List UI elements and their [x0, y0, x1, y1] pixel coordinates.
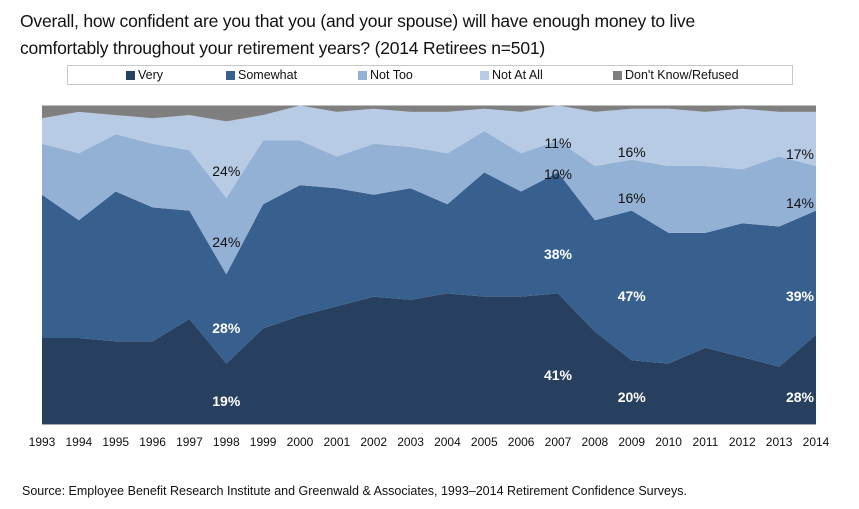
- x-tick-label: 1998: [213, 435, 240, 449]
- x-tick-label: 1995: [102, 435, 129, 449]
- area-somewhat: [42, 172, 816, 367]
- legend-label-dont-know: Don't Know/Refused: [625, 68, 739, 82]
- area-layers: [42, 105, 816, 424]
- data-label-not-at-all-1998: 24%: [212, 163, 240, 179]
- x-tick-label: 2000: [287, 435, 314, 449]
- chart-title-line-2: comfortably throughout your retirement y…: [20, 38, 546, 58]
- data-label-somewhat-2014: 39%: [786, 288, 815, 304]
- data-label-not-too-1998: 24%: [212, 234, 240, 250]
- x-tick-label: 2009: [618, 435, 645, 449]
- x-tick-label: 2004: [434, 435, 461, 449]
- data-label-not-too-2009: 16%: [618, 190, 646, 206]
- legend-swatch-not-too: [358, 70, 367, 80]
- area-not-at-all: [42, 105, 816, 198]
- x-tick-label: 1997: [176, 435, 203, 449]
- legend-item-not-at-all: Not At All: [480, 68, 543, 82]
- x-tick-label: 2008: [582, 435, 609, 449]
- x-tick-label: 2014: [803, 435, 830, 449]
- x-tick-label: 2005: [471, 435, 498, 449]
- x-tick-label: 2013: [766, 435, 793, 449]
- x-tick-label: 1999: [250, 435, 277, 449]
- x-tick-label: 1996: [139, 435, 166, 449]
- x-tick-label: 2001: [324, 435, 351, 449]
- data-labels: 19% 28% 24% 24% 41% 38% 10% 11% 20% 47% 16% 16% 28% 3…: [212, 135, 814, 409]
- x-tick-label: 2011: [693, 435, 719, 449]
- source-note: Source: Employee Benefit Research Instit…: [22, 484, 687, 498]
- x-tick-label: 2010: [655, 435, 682, 449]
- x-axis-tick-labels: 1993 1994 1995 1996 1997 1998 1999 2000 2001 2002…: [29, 435, 830, 449]
- legend-label-not-at-all: Not At All: [492, 68, 543, 82]
- data-label-not-too-2007: 10%: [544, 166, 572, 182]
- data-label-very-2009: 20%: [618, 389, 647, 405]
- x-tick-label: 2007: [545, 435, 572, 449]
- data-label-somewhat-2009: 47%: [618, 288, 647, 304]
- legend-item-somewhat: Somewhat: [226, 68, 297, 82]
- area-don-t-know-refused: [42, 105, 816, 122]
- legend-label-somewhat: Somewhat: [238, 68, 298, 82]
- legend-item-dont-know: Don't Know/Refused: [613, 68, 739, 82]
- x-tick-label: 2002: [360, 435, 387, 449]
- area-not-too: [42, 131, 816, 275]
- data-label-not-at-all-2009: 16%: [618, 144, 646, 160]
- data-label-not-at-all-2007: 11%: [545, 135, 572, 151]
- legend-swatch-somewhat: [226, 70, 235, 80]
- data-label-not-at-all-2014: 17%: [786, 146, 814, 162]
- data-label-very-2014: 28%: [786, 389, 815, 405]
- legend-swatch-very: [126, 70, 135, 80]
- x-tick-label: 2012: [729, 435, 756, 449]
- chart-legend: Very Somewhat Not Too Not At All Don't K…: [67, 65, 793, 85]
- data-label-not-too-2014: 14%: [786, 195, 814, 211]
- chart-title: Overall, how confident are you that you …: [20, 8, 850, 62]
- x-tick-label: 1994: [66, 435, 93, 449]
- legend-item-not-too: Not Too: [358, 68, 413, 82]
- chart-title-line-1: Overall, how confident are you that you …: [20, 11, 696, 31]
- data-label-somewhat-1998: 28%: [212, 320, 241, 336]
- area-very: [42, 293, 816, 424]
- data-label-very-2007: 41%: [544, 367, 573, 383]
- data-label-very-1998: 19%: [212, 393, 241, 409]
- legend-label-not-too: Not Too: [370, 68, 413, 82]
- x-tick-label: 2006: [508, 435, 535, 449]
- x-tick-label: 2003: [397, 435, 424, 449]
- legend-item-very: Very: [126, 68, 163, 82]
- x-tick-label: 1993: [29, 435, 56, 449]
- legend-swatch-not-at-all: [480, 70, 489, 80]
- data-label-somewhat-2007: 38%: [544, 246, 573, 262]
- legend-swatch-dont-know: [613, 70, 622, 80]
- legend-label-very: Very: [138, 68, 164, 82]
